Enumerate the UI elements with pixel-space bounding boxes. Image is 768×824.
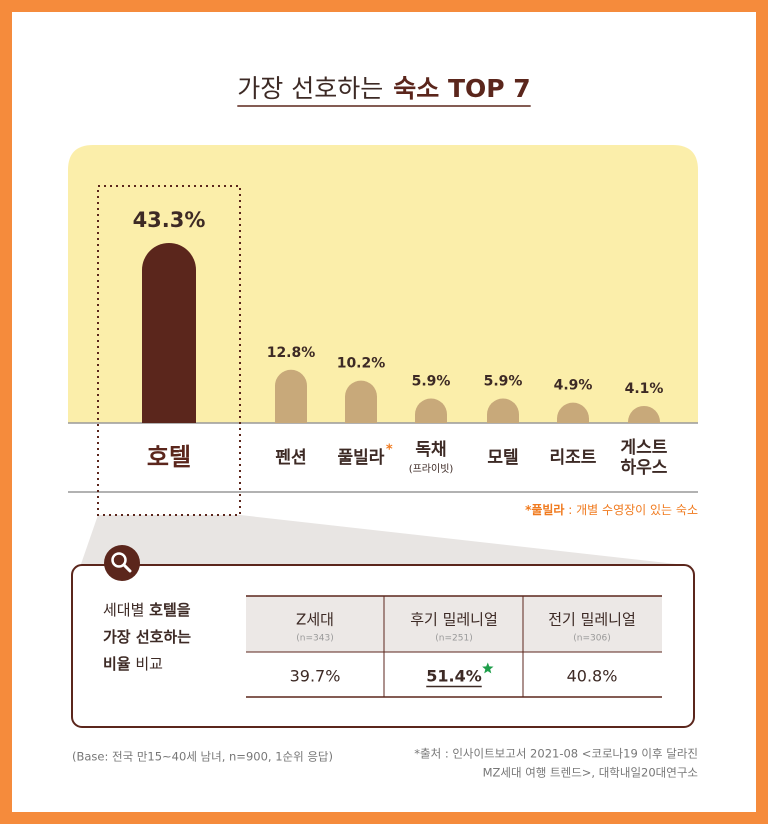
intro-line: 비율 비교	[103, 655, 163, 673]
base-note: (Base: 전국 만15~40세 남녀, n=900, 1순위 응답)	[72, 750, 333, 764]
value-label: 10.2%	[337, 356, 386, 372]
column-n: (n=343)	[296, 634, 333, 644]
footnote-term: *풀빌라	[525, 502, 564, 517]
chart-panel	[68, 145, 698, 423]
category-label: 펜션	[275, 448, 306, 468]
category-label: 게스트 하우스	[621, 438, 668, 478]
column-value: 39.7%	[290, 667, 341, 686]
highlight-box	[97, 185, 241, 516]
category-label: 독채	[415, 440, 446, 460]
title: 가장 선호하는 숙소 TOP 7	[237, 74, 530, 103]
source-line: MZ세대 여행 트렌드>, 대학내일20대연구소	[483, 766, 698, 780]
intro-segment: 가장 선호하는	[103, 628, 191, 646]
search-icon-handle	[122, 563, 132, 573]
column-name: Z세대	[296, 611, 334, 629]
bar	[415, 398, 447, 423]
bar	[628, 405, 660, 423]
category-sublabel: (프라이빗)	[409, 463, 454, 475]
footnote-text: : 개별 수영장이 있는 숙소	[564, 503, 698, 517]
bar	[487, 398, 519, 423]
star-icon	[482, 662, 494, 674]
table-header-bg	[246, 596, 662, 652]
category-label-line: 게스트	[621, 438, 668, 458]
bar	[142, 243, 196, 423]
category-label: 호텔	[147, 443, 191, 471]
category-label-line: 하우스	[621, 458, 668, 478]
value-label: 5.9%	[412, 373, 451, 389]
bar	[275, 369, 307, 423]
value-label: 4.1%	[625, 381, 664, 397]
column-name: 전기 밀레니얼	[548, 611, 636, 629]
intro-line: 가장 선호하는	[103, 628, 191, 646]
source-line: *출처 : 인사이트보고서 2021-08 <코로나19 이후 달라진	[414, 747, 698, 761]
value-label: 4.9%	[554, 378, 593, 394]
footnote: *풀빌라 : 개별 수영장이 있는 숙소	[525, 502, 698, 517]
column-n: (n=306)	[573, 634, 610, 644]
value-label: 5.9%	[484, 373, 523, 389]
category-label: 리조트	[550, 448, 597, 468]
category-label: 풀빌라	[338, 448, 385, 468]
column-value: 40.8%	[567, 667, 618, 686]
title-emphasis: 숙소 TOP 7	[393, 74, 530, 103]
bar	[345, 380, 377, 423]
intro-segment: 세대별	[103, 601, 149, 619]
intro-segment: 비율	[103, 655, 131, 673]
intro-segment: 비교	[131, 655, 163, 673]
value-label: 43.3%	[133, 208, 206, 232]
category-mark: *	[386, 443, 393, 458]
column-name: 후기 밀레니얼	[410, 611, 498, 629]
column-n: (n=251)	[435, 634, 472, 644]
column-value: 51.4%	[426, 667, 482, 686]
bar	[557, 402, 589, 423]
intro-line: 세대별 호텔을	[103, 601, 191, 619]
search-icon-lens	[111, 552, 127, 568]
value-label: 12.8%	[267, 345, 316, 361]
title-text: 가장 선호하는	[237, 74, 383, 103]
intro-segment: 호텔을	[149, 601, 191, 619]
category-label: 모텔	[487, 448, 518, 468]
search-icon	[104, 545, 140, 581]
